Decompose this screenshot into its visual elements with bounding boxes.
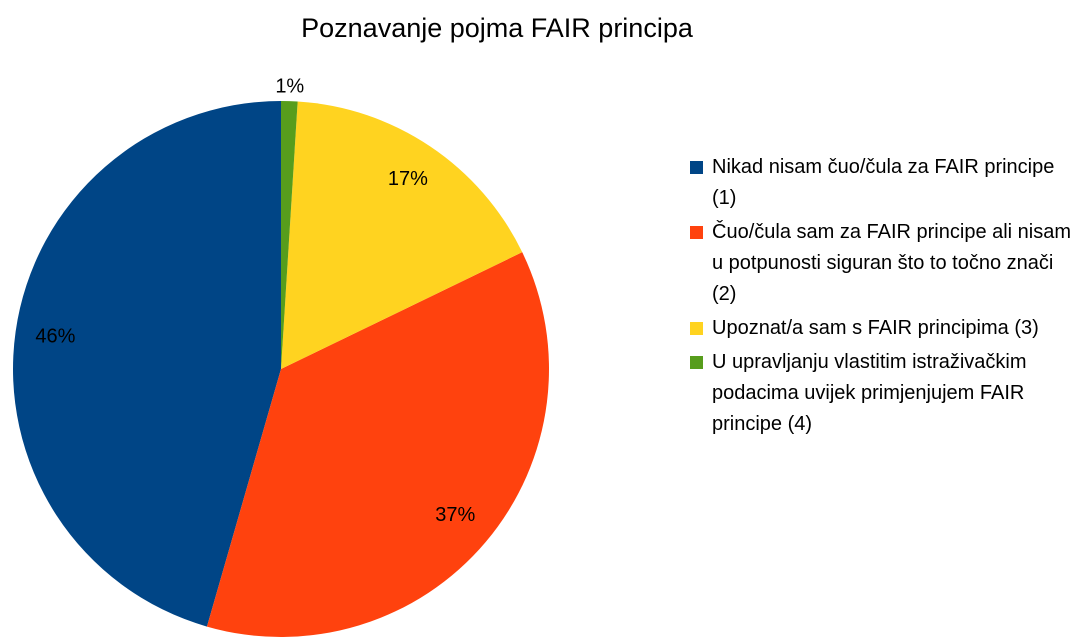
- legend-entry: Nikad nisam čuo/čula za FAIR principe (1…: [690, 152, 1075, 214]
- legend: Nikad nisam čuo/čula za FAIR principe (1…: [690, 152, 1075, 440]
- legend-label: Nikad nisam čuo/čula za FAIR principe (1…: [712, 156, 1055, 209]
- data-label: 46%: [35, 325, 75, 347]
- legend-swatch: [690, 356, 703, 369]
- legend-swatch: [690, 226, 703, 239]
- data-label: 1%: [275, 75, 304, 97]
- data-label: 37%: [435, 504, 475, 526]
- pie-slice: [12, 101, 282, 627]
- data-label: 17%: [388, 168, 428, 190]
- pie-slice: [206, 252, 550, 637]
- legend-entry: Čuo/čula sam za FAIR principe ali nisam …: [690, 217, 1075, 310]
- legend-label: Čuo/čula sam za FAIR principe ali nisam …: [712, 221, 1072, 305]
- legend-entry: U upravljanju vlastitim istraživačkim po…: [690, 347, 1075, 440]
- legend-entry: Upoznat/a sam s FAIR principima (3): [690, 313, 1075, 344]
- legend-label: Upoznat/a sam s FAIR principima (3): [712, 317, 1039, 339]
- pie-slice: [281, 101, 523, 369]
- chart-title: Poznavanje pojma FAIR principa: [301, 13, 694, 43]
- legend-label: U upravljanju vlastitim istraživačkim po…: [712, 351, 1027, 435]
- pie-slice: [281, 101, 298, 369]
- legend-swatch: [690, 161, 703, 174]
- legend-swatch: [690, 322, 703, 335]
